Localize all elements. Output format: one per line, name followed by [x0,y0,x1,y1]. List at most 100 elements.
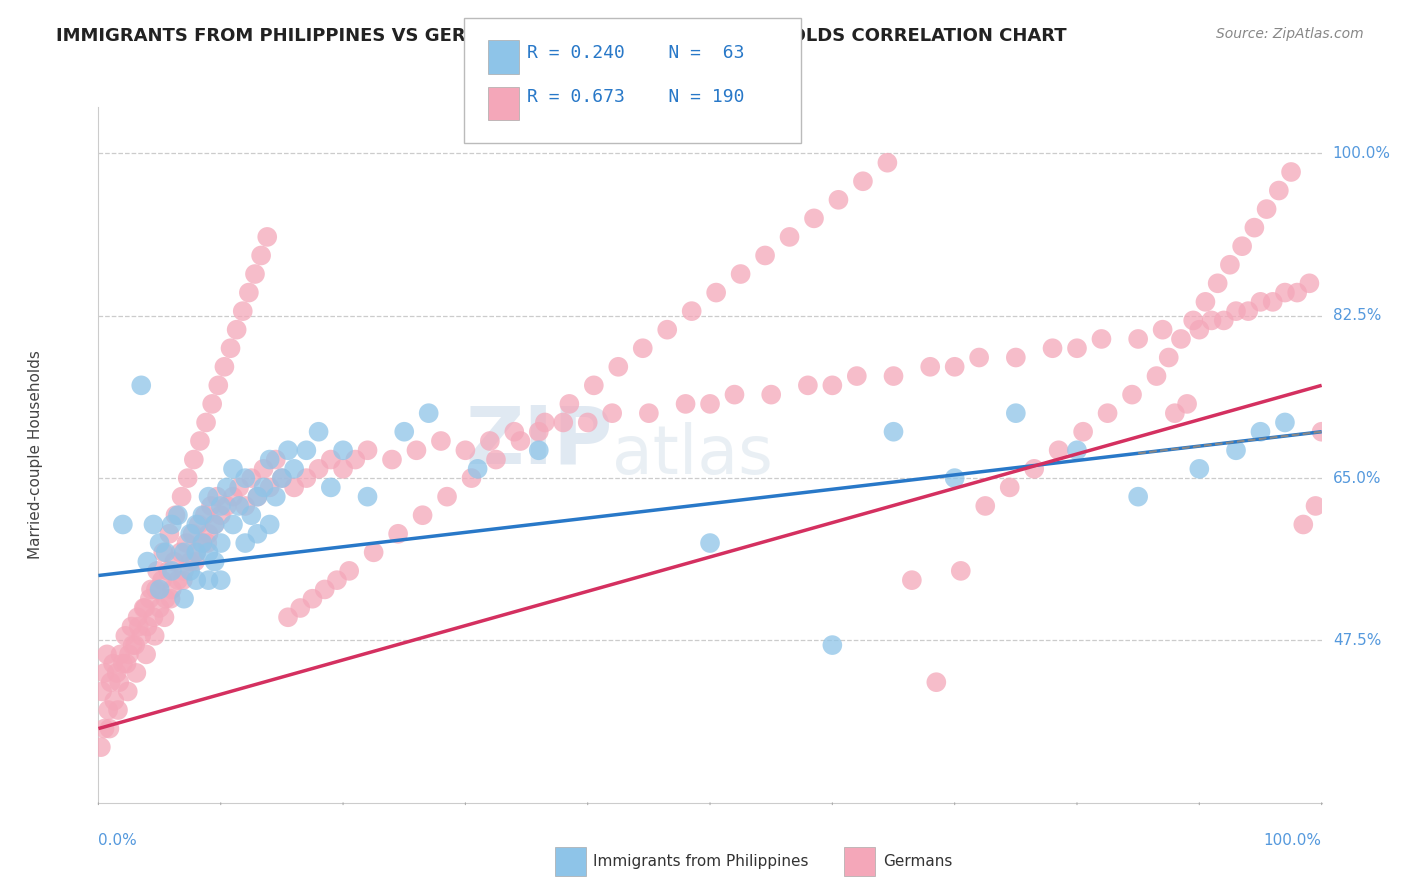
Point [222,490,245,504]
Point [1274,416,1296,430]
Point [527,425,550,439]
Point [90,740,112,755]
Point [1225,304,1247,318]
Point [157,564,180,578]
Point [503,425,526,439]
Point [1170,332,1192,346]
Point [117,684,139,698]
Point [295,471,318,485]
Point [576,416,599,430]
Point [205,490,228,504]
Point [356,490,378,504]
Point [974,499,997,513]
Point [1286,285,1309,300]
Point [183,452,205,467]
Point [186,517,208,532]
Point [250,248,273,262]
Point [209,499,232,513]
Point [883,369,905,384]
Point [127,610,149,624]
Point [392,425,416,439]
Point [270,471,294,485]
Point [93,665,115,680]
Point [1066,443,1088,458]
Point [142,517,165,532]
Point [509,434,531,448]
Point [527,443,550,458]
Point [949,564,972,578]
Point [207,378,229,392]
Point [821,638,844,652]
Point [110,648,132,662]
Point [214,359,236,374]
Point [1071,425,1094,439]
Point [97,703,120,717]
Point [1212,313,1234,327]
Point [209,536,232,550]
Point [363,545,385,559]
Point [121,638,143,652]
Point [387,526,409,541]
Point [163,555,186,569]
Point [195,536,218,550]
Point [1047,443,1070,458]
Point [943,359,966,374]
Point [607,359,630,374]
Point [1024,462,1046,476]
Text: 65.0%: 65.0% [1333,471,1381,485]
Point [852,174,875,188]
Point [600,406,623,420]
Point [681,304,703,318]
Point [132,601,155,615]
Point [277,443,299,458]
Point [209,573,232,587]
Text: ZIP: ZIP [465,402,612,480]
Point [308,425,330,439]
Point [134,601,156,615]
Point [430,434,453,448]
Point [135,648,157,662]
Point [149,601,172,615]
Point [264,490,287,504]
Point [160,517,183,532]
Point [256,230,278,244]
Point [467,462,489,476]
Point [876,155,898,169]
Point [238,285,260,300]
Point [169,545,191,559]
Point [191,508,214,523]
Point [160,564,183,578]
Point [177,471,200,485]
Point [797,378,820,392]
Point [1066,341,1088,355]
Point [1268,184,1291,198]
Point [1249,294,1271,309]
Point [222,517,245,532]
Text: atlas: atlas [612,422,773,488]
Point [1182,313,1205,327]
Point [197,526,219,541]
Point [153,610,176,624]
Point [160,582,183,597]
Point [186,573,208,587]
Text: Immigrants from Philippines: Immigrants from Philippines [593,855,808,869]
Text: 82.5%: 82.5% [1333,309,1381,323]
Point [204,555,226,569]
Point [146,564,169,578]
Point [314,582,336,597]
Point [1292,517,1315,532]
Point [167,573,190,587]
Point [98,722,121,736]
Point [1310,425,1333,439]
Point [252,480,274,494]
Point [246,526,269,541]
Point [1219,258,1241,272]
Point [187,517,209,532]
Text: Married-couple Households: Married-couple Households [28,351,44,559]
Point [675,397,697,411]
Point [200,499,222,513]
Point [1230,239,1253,253]
Point [344,452,367,467]
Point [337,564,360,578]
Text: 100.0%: 100.0% [1333,146,1391,161]
